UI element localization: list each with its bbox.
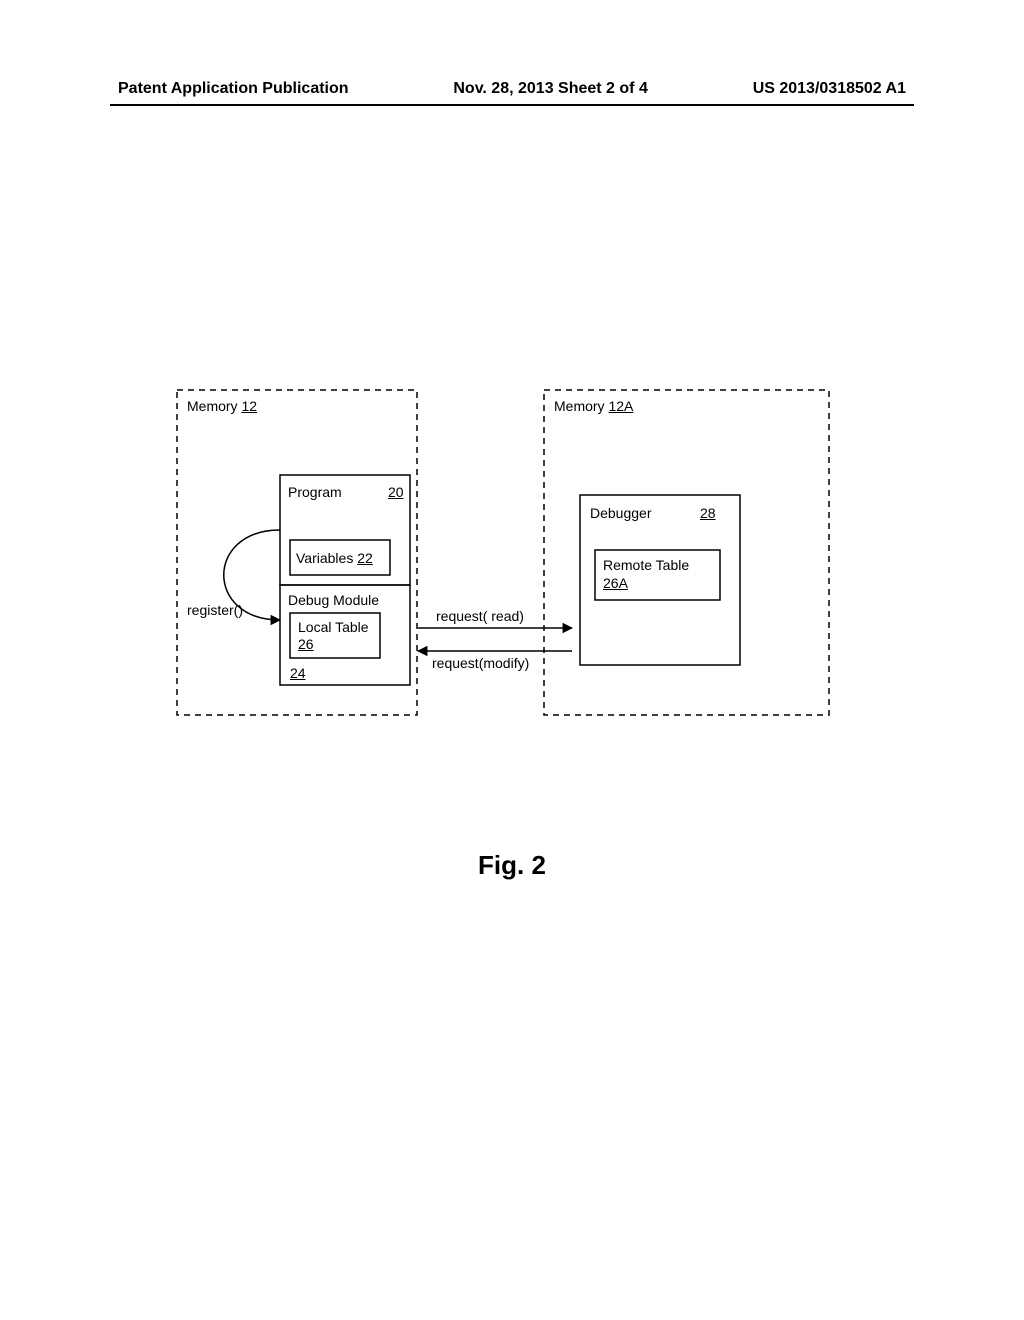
program-label: Program	[288, 484, 342, 500]
local-table-num: 26	[298, 636, 314, 652]
page: Patent Application Publication Nov. 28, …	[0, 0, 1024, 1320]
figure-caption: Fig. 2	[0, 850, 1024, 881]
memory-right-label: Memory 12A	[554, 398, 633, 414]
debugger-label: Debugger	[590, 505, 652, 521]
register-label: register()	[187, 602, 243, 618]
remote-table-num: 26A	[603, 575, 628, 591]
debug-module-num: 24	[290, 665, 306, 681]
request-modify-label: request(modify)	[432, 655, 529, 671]
variables-label: Variables 22	[296, 550, 373, 566]
local-table-label: Local Table	[298, 619, 369, 635]
remote-table-label: Remote Table	[603, 557, 689, 573]
debug-module-label: Debug Module	[288, 592, 379, 608]
debugger-num: 28	[700, 505, 716, 521]
memory-left-label: Memory 12	[187, 398, 257, 414]
program-num: 20	[388, 484, 404, 500]
request-read-label: request( read)	[436, 608, 524, 624]
